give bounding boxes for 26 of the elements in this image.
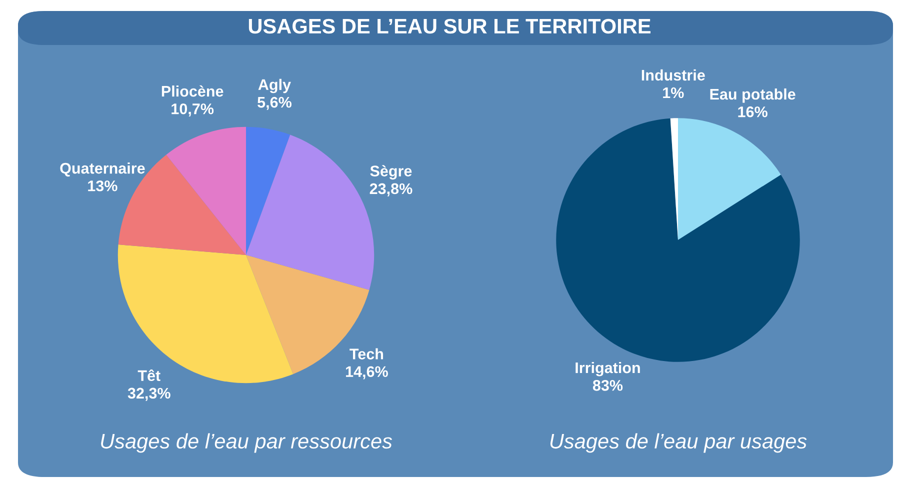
slice-label: Agly bbox=[258, 78, 291, 94]
slice-label: Industrie bbox=[642, 69, 705, 81]
pie-slice bbox=[246, 126, 290, 255]
data-label: 10,7% bbox=[172, 103, 214, 116]
data-label: 14,6% bbox=[346, 366, 388, 380]
pie-slice bbox=[166, 126, 246, 255]
pie-slice bbox=[118, 244, 294, 384]
data-label: 83% bbox=[592, 380, 623, 391]
data-label: 1% bbox=[663, 87, 684, 98]
data-label: 23,8% bbox=[370, 183, 412, 196]
data-label: 16% bbox=[738, 106, 768, 118]
slice-label: Tech bbox=[350, 348, 384, 360]
data-label: 32,3% bbox=[128, 388, 170, 401]
slice-label: Têt bbox=[138, 370, 160, 382]
text: Usages de l’eau par ressources bbox=[101, 433, 392, 453]
data-label: 5,6% bbox=[258, 96, 292, 110]
slice-label: Irrigation bbox=[576, 362, 640, 376]
text: Usages de l’eau par usages bbox=[550, 433, 807, 453]
chart-title: USAGES DE L’EAU SUR LE TERRITOIRE bbox=[248, 18, 650, 34]
slice-label: Pliocène bbox=[162, 85, 224, 97]
slice-label: Sègre bbox=[370, 165, 412, 180]
pie-slice bbox=[678, 118, 781, 240]
pie-slice bbox=[556, 118, 800, 362]
data-label: 13% bbox=[88, 180, 118, 192]
slice-label: Eau potable bbox=[710, 88, 796, 103]
slice-label: Quaternaire bbox=[60, 162, 145, 177]
